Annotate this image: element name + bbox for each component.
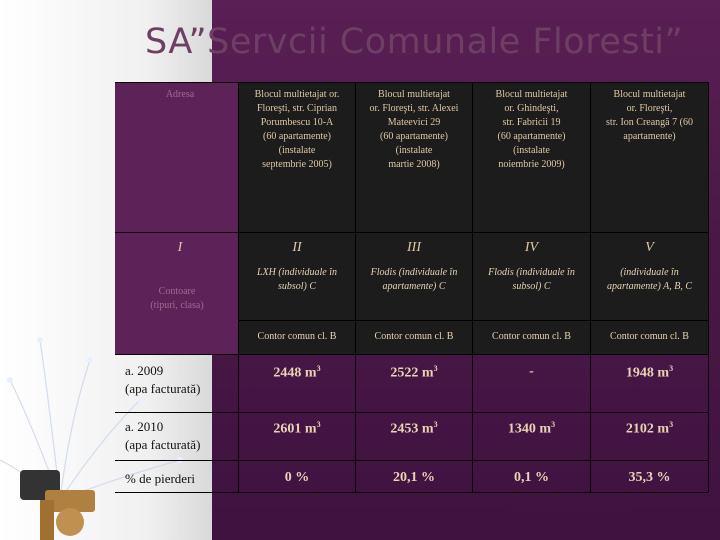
header-col4: Blocul multietajat or. Floreşti, str. Ion … (606, 89, 693, 142)
table-line (708, 82, 709, 492)
value-2009-col2: 2522 m3 (390, 364, 438, 381)
header-col3: Blocul multietajat or. Ghindeşti, str. Fab… (495, 89, 568, 170)
roman-i: I (177, 240, 183, 255)
table-line (115, 232, 708, 233)
table-line (115, 354, 708, 355)
table-line (115, 412, 708, 413)
contor-comun-col4: Contor comun cl. B (610, 331, 689, 342)
table-line (115, 460, 708, 461)
water-meter-icon (20, 470, 95, 540)
value-2009-col1: 2448 m3 (273, 364, 321, 381)
table-line (238, 82, 239, 492)
loss-col4: 35,3 % (628, 470, 671, 485)
header-adresa: Adresa (165, 89, 195, 100)
contor-type-col4: (individuale în apartamente) A, B, C (606, 267, 693, 292)
loss-col3: 0,1 % (514, 470, 549, 485)
roman-iii: III (407, 240, 421, 255)
contor-comun-col2: Contor comun cl. B (374, 331, 454, 342)
header-col1: Blocul multietajat or. Floreşti, str. Cip… (254, 89, 340, 170)
table-line (355, 82, 356, 492)
contor-comun-col1: Contor comun cl. B (257, 331, 337, 342)
fiber-optic-image (0, 337, 183, 540)
value-2010-col2: 2453 m3 (390, 420, 438, 437)
contor-type-col2: Flodis (individuale în apartamente) C (370, 267, 458, 292)
loss-col1: 0 % (284, 470, 310, 485)
value-2010-col1: 2601 m3 (273, 420, 321, 437)
table-line (238, 320, 708, 321)
value-2010-col3: 1340 m3 (507, 420, 556, 437)
row-label-2010: a. 2010 (apa facturată) (125, 419, 201, 452)
row-label-2009: a. 2009 (apa facturată) (125, 363, 201, 396)
table-line (115, 492, 708, 493)
roman-iv: IV (524, 240, 539, 255)
value-2009-col3: - (529, 364, 534, 379)
row-label-pierderi: % de pierderi (125, 471, 196, 486)
table-label-column-background (115, 82, 238, 354)
page-title: SA”Servcii Comunale Floresti” (145, 22, 684, 62)
roman-v: V (645, 240, 654, 255)
table-line (115, 82, 708, 83)
value-2009-col4: 1948 m3 (625, 364, 674, 381)
table-line (472, 82, 473, 492)
contor-comun-col3: Contor comun cl. B (492, 331, 571, 342)
roman-ii: II (292, 240, 302, 255)
contor-type-col1: LXH (individuale în subsol) C (257, 267, 337, 292)
header-col2: Blocul multietajat or. Floreşti, str. Ale… (369, 89, 459, 170)
table-line (590, 82, 591, 492)
contor-type-col3: Flodis (individuale în subsol) C (488, 267, 575, 292)
contor-label: Contoare (tipuri, clasa) (150, 286, 204, 311)
table-background (238, 82, 708, 354)
loss-col2: 20,1 % (393, 470, 435, 485)
value-2010-col4: 2102 m3 (625, 420, 674, 437)
